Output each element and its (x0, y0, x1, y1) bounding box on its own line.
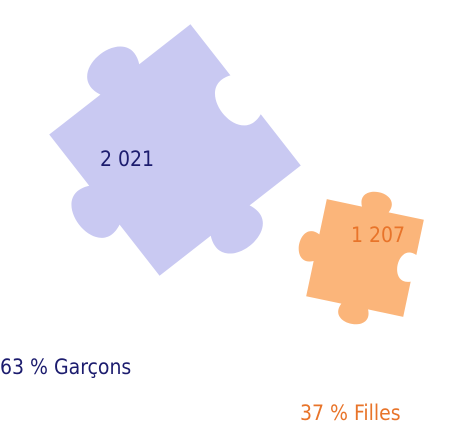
girls-label: 37 % Filles (300, 401, 401, 425)
boys-label: 63 % Garçons (0, 355, 131, 379)
boys-count: 2 021 (100, 147, 154, 171)
boys-puzzle-piece (4, 0, 321, 321)
girls-puzzle-piece (285, 178, 428, 335)
girls-count: 1 207 (351, 223, 405, 247)
